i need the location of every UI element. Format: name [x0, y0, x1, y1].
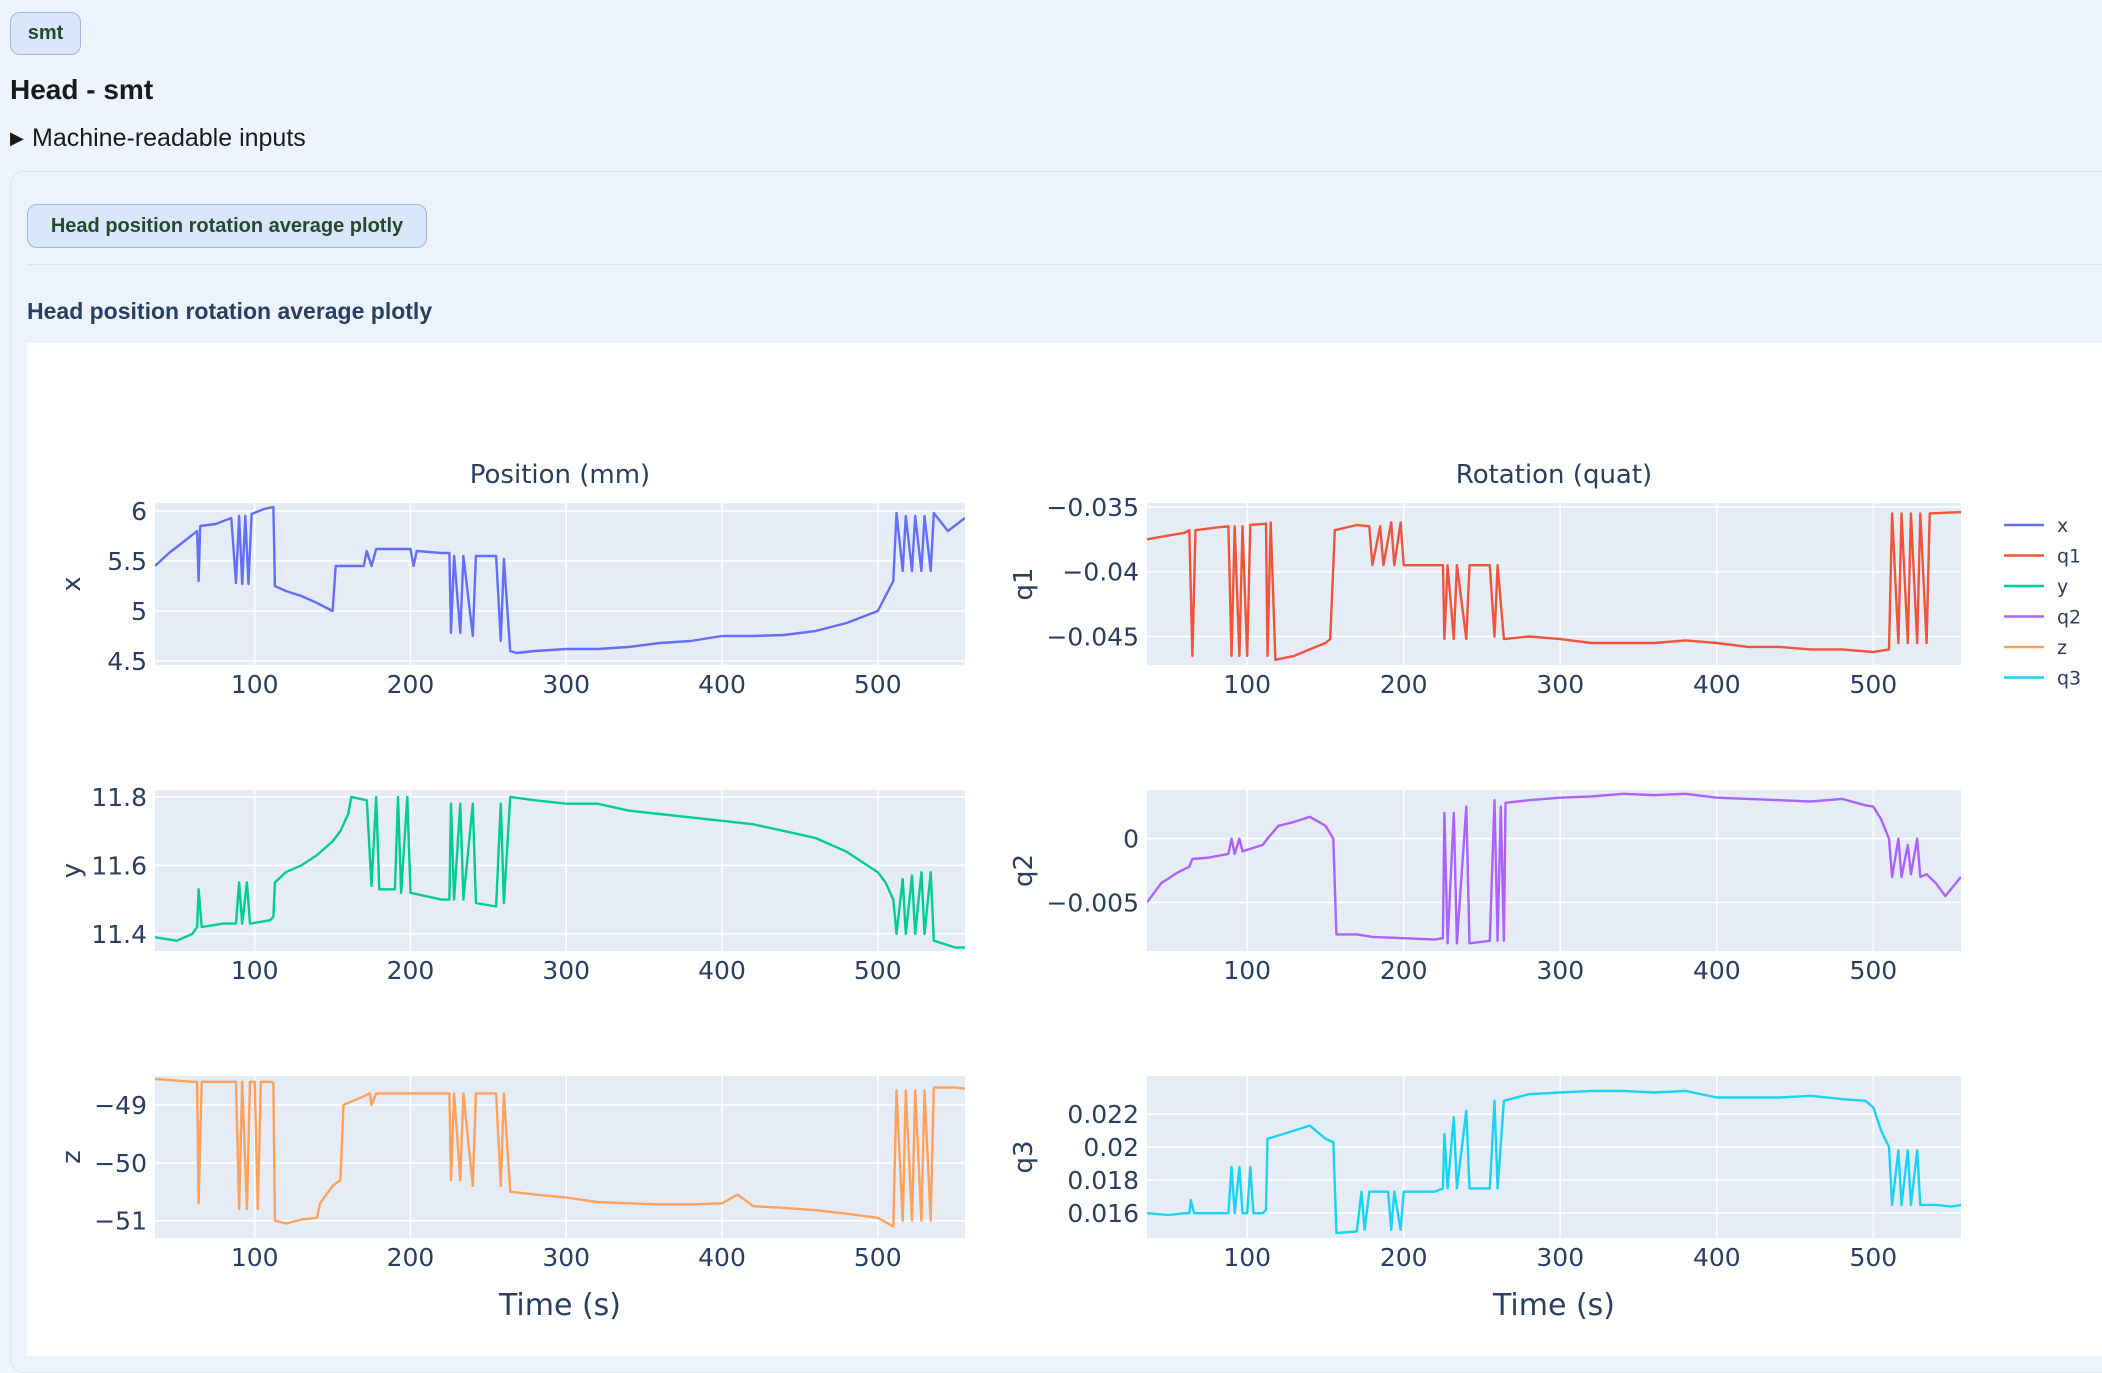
y-tick-label: 0.016	[1067, 1199, 1139, 1228]
notebook-tag-chip[interactable]: smt	[10, 12, 81, 55]
y-tick-label: −51	[94, 1207, 147, 1236]
x-tick-label: 100	[231, 956, 279, 985]
x-tick-label: 500	[1849, 956, 1897, 985]
disclosure-triangle-icon: ▶	[10, 128, 24, 148]
legend-label-q3[interactable]: q3	[2057, 668, 2081, 690]
subplot-group: 100 200 300 400 500 4.5 5 5.5 6 x 100 200 300 400 500 −…	[57, 493, 1961, 1272]
legend[interactable]: x q1 y q2 z q3	[2004, 515, 2081, 690]
subplot-title-position: Position (mm)	[470, 460, 650, 490]
y-tick-label: 4.5	[107, 647, 147, 676]
x-tick-label: 200	[387, 956, 435, 985]
y-axis-title-q1: q1	[1009, 567, 1039, 600]
y-tick-label: 6	[131, 497, 147, 526]
x-tick-label: 100	[231, 670, 279, 699]
x-axis-title-left: Time (s)	[498, 1288, 621, 1323]
section-tag-chip[interactable]: Head position rotation average plotly	[27, 204, 427, 248]
x-tick-label: 100	[1223, 1243, 1271, 1272]
y-tick-label: −0.035	[1046, 493, 1139, 522]
y-tick-label: 0	[1123, 825, 1139, 854]
y-tick-label: 0.02	[1083, 1133, 1139, 1162]
x-tick-label: 400	[1693, 670, 1741, 699]
x-tick-label: 200	[1380, 956, 1428, 985]
x-tick-label: 500	[1849, 1243, 1897, 1272]
x-tick-label: 500	[854, 670, 902, 699]
y-axis-title-z: z	[57, 1150, 87, 1164]
plot-bg-q2	[1147, 790, 1961, 951]
x-tick-label: 100	[1223, 956, 1271, 985]
details-label: Machine-readable inputs	[32, 124, 306, 152]
x-tick-label: 400	[1693, 956, 1741, 985]
y-tick-label: −0.04	[1062, 558, 1139, 587]
x-tick-label: 200	[387, 670, 435, 699]
x-axis-title-right: Time (s)	[1492, 1288, 1615, 1323]
series-line-y[interactable]	[155, 795, 965, 949]
series-line-q1[interactable]	[1147, 510, 1961, 661]
series-line-x[interactable]	[155, 505, 965, 655]
page-title: Head - smt	[10, 74, 154, 105]
y-tick-label: −49	[94, 1091, 147, 1120]
y-tick-label: −50	[94, 1149, 147, 1178]
x-tick-label: 300	[542, 670, 590, 699]
x-tick-label: 300	[542, 1243, 590, 1272]
x-tick-label: 300	[542, 956, 590, 985]
plotly-figure[interactable]: Position (mm) Rotation (quat) Time (s) T…	[27, 343, 2102, 1356]
x-tick-label: 300	[1536, 1243, 1584, 1272]
machine-readable-inputs-toggle[interactable]: ▶ Machine-readable inputs	[10, 124, 306, 153]
x-tick-label: 300	[1536, 956, 1584, 985]
x-tick-label: 400	[698, 956, 746, 985]
y-tick-label: 11.4	[91, 920, 147, 949]
plot-heading: Head position rotation average plotly	[27, 298, 433, 324]
x-tick-label: 200	[1380, 670, 1428, 699]
y-tick-label: 11.6	[91, 851, 147, 880]
subplot-title-rotation: Rotation (quat)	[1456, 460, 1652, 490]
x-tick-label: 400	[1693, 1243, 1741, 1272]
plot-bg-x	[155, 503, 965, 665]
x-tick-label: 400	[698, 1243, 746, 1272]
x-tick-label: 300	[1536, 670, 1584, 699]
y-axis-title-y: y	[57, 863, 87, 878]
legend-label-q2[interactable]: q2	[2057, 607, 2081, 629]
x-tick-label: 200	[1380, 1243, 1428, 1272]
series-line-z[interactable]	[155, 1077, 965, 1228]
series-line-q2[interactable]	[1147, 792, 1961, 945]
series-line-q3[interactable]	[1147, 1089, 1961, 1235]
legend-label-z[interactable]: z	[2057, 637, 2067, 659]
section-divider	[27, 264, 2102, 265]
y-tick-label: −0.045	[1046, 622, 1139, 651]
plot-bg-y	[155, 790, 965, 951]
y-axis-title-x: x	[57, 576, 87, 591]
y-tick-label: 11.8	[91, 783, 147, 812]
y-axis-title-q3: q3	[1009, 1140, 1039, 1173]
x-tick-label: 400	[698, 670, 746, 699]
x-tick-label: 500	[854, 1243, 902, 1272]
legend-label-y[interactable]: y	[2057, 576, 2068, 598]
plot-bg-q3	[1147, 1076, 1961, 1238]
x-tick-label: 200	[387, 1243, 435, 1272]
y-tick-label: −0.005	[1046, 888, 1139, 917]
x-tick-label: 500	[1849, 670, 1897, 699]
y-tick-label: 5.5	[107, 547, 147, 576]
y-tick-label: 5	[131, 597, 147, 626]
x-tick-label: 100	[231, 1243, 279, 1272]
x-tick-label: 100	[1223, 670, 1271, 699]
legend-label-q1[interactable]: q1	[2057, 546, 2081, 568]
y-tick-label: 0.022	[1067, 1100, 1139, 1129]
y-axis-title-q2: q2	[1009, 854, 1039, 887]
legend-label-x[interactable]: x	[2057, 515, 2068, 537]
y-tick-label: 0.018	[1067, 1166, 1139, 1195]
chart-svg[interactable]: Position (mm) Rotation (quat) Time (s) T…	[27, 343, 2102, 1356]
x-tick-label: 500	[854, 956, 902, 985]
